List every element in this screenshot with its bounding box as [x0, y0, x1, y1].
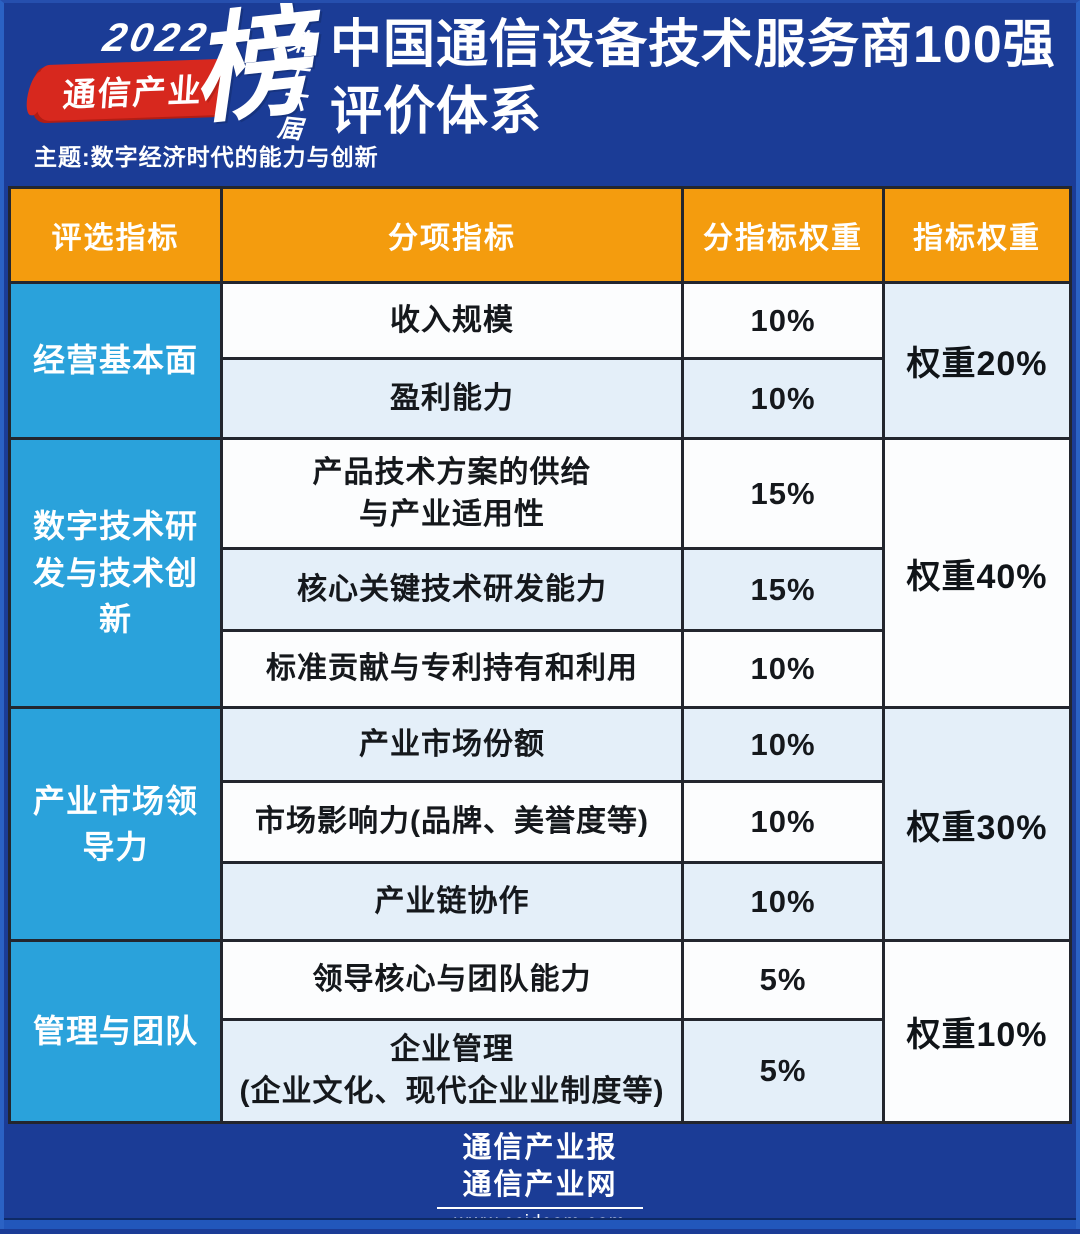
row-weight-value: 10% [684, 632, 882, 706]
row-label: 产品技术方案的供给 与产业适用性 [223, 440, 681, 547]
logo-theme: 主题:数字经济时代的能力与创新 [34, 144, 379, 170]
page-title-line1: 中国通信设备技术服务商100强 [330, 16, 1056, 74]
row-weight-value: 5% [684, 942, 882, 1018]
row-weight-value: 5% [684, 1021, 882, 1121]
footer-brand-website: 通信产业网 [462, 1169, 618, 1202]
footer-brand-newspaper: 通信产业报 [462, 1132, 618, 1164]
row-weight-value: 15% [684, 440, 882, 547]
row-label: 标准贡献与专利持有和利用 [223, 632, 681, 706]
event-logo: 2022 通信产业 榜 第十六届 主题:数字经济时代的能力与创新 [26, 0, 378, 178]
row-weight-value: 15% [684, 550, 882, 629]
group-total-weight: 权重10% [885, 942, 1069, 1121]
header-band: 2022 通信产业 榜 第十六届 主题:数字经济时代的能力与创新 中国通信设备技… [0, 0, 1080, 186]
group-total-weight: 权重40% [885, 440, 1069, 706]
row-weight-value: 10% [684, 783, 882, 861]
row-label: 盈利能力 [223, 360, 681, 437]
column-header-category: 评选指标 [11, 189, 220, 281]
column-header-subindicator: 分项指标 [223, 189, 681, 281]
group-name-digital-tech-innovation: 数字技术研发与技术创新 [11, 440, 220, 706]
row-label: 市场影响力(品牌、美誉度等) [223, 783, 681, 861]
evaluation-table: 评选指标 分项指标 分指标权重 指标权重 经营基本面 数字技术研发与技术创新 产… [8, 186, 1072, 1124]
row-label: 产业市场份额 [223, 709, 681, 780]
group-total-weight: 权重20% [885, 284, 1069, 437]
group-name-market-leadership: 产业市场领导力 [11, 709, 220, 939]
group-name-management-team: 管理与团队 [11, 942, 220, 1121]
row-label: 核心关键技术研发能力 [223, 550, 681, 629]
row-weight-value: 10% [684, 709, 882, 780]
row-weight-value: 10% [684, 360, 882, 437]
logo-brand: 通信产业 [61, 71, 205, 114]
page-title-line2: 评价体系 [330, 82, 543, 141]
row-label: 领导核心与团队能力 [223, 942, 681, 1018]
group-name-business-fundamentals: 经营基本面 [11, 284, 220, 437]
page-title: 中国通信设备技术服务商100强 评价体系 [330, 12, 1056, 145]
footer-band: 通信产业报 通信产业网 www.ccidcom.com [0, 1124, 1080, 1233]
row-label: 产业链协作 [223, 864, 681, 939]
row-weight-value: 10% [684, 864, 882, 939]
column-header-subweight: 分指标权重 [684, 189, 882, 281]
row-label: 企业管理 (企业文化、现代企业业制度等) [223, 1021, 681, 1121]
group-total-weight: 权重30% [885, 709, 1069, 939]
row-weight-value: 10% [684, 284, 882, 357]
row-label: 收入规模 [223, 284, 681, 357]
footer-divider [437, 1207, 643, 1210]
column-header-weight: 指标权重 [885, 189, 1069, 281]
footer-bottom-strip [0, 1218, 1080, 1229]
